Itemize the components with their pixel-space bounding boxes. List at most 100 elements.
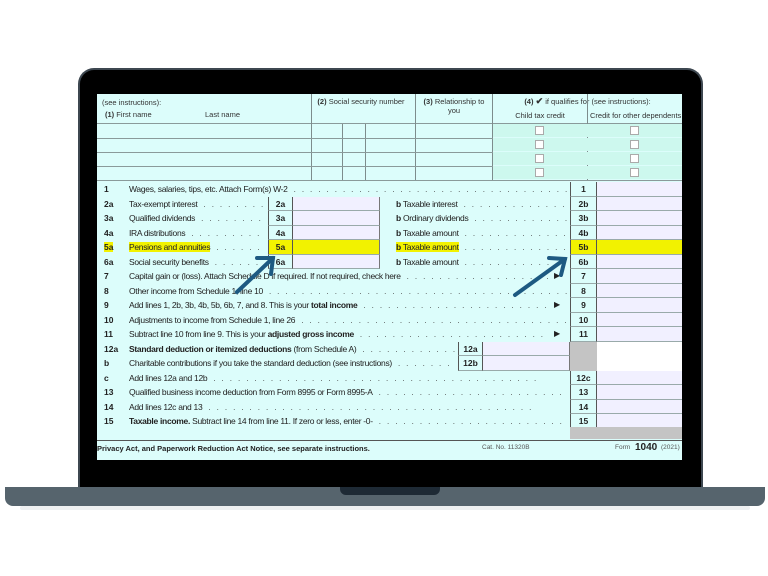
leader-dots: ........................................	[463, 199, 567, 209]
line-label-text: Add lines 1, 2b, 3b, 4b, 5b, 6b, 7, and …	[129, 300, 358, 310]
line-label: b Ordinary dividends....................…	[396, 213, 567, 223]
form-footer: Privacy Act, and Paperwork Reduction Act…	[97, 440, 682, 456]
line-label-bold: Taxable income.	[129, 416, 191, 426]
amount-input-10[interactable]	[597, 312, 682, 327]
amount-input-2b[interactable]	[597, 196, 682, 211]
leader-dots: ........................................	[301, 315, 567, 325]
line-code-box: 11	[570, 327, 597, 342]
gray-bar	[570, 427, 682, 439]
amount-input-1[interactable]	[597, 182, 682, 197]
line-label-text: Pensions and annuities	[129, 242, 211, 252]
column-divider	[415, 94, 416, 180]
line-number: 2a	[104, 198, 114, 209]
gray-block	[570, 356, 597, 371]
amount-input-4b[interactable]	[597, 225, 682, 240]
credit-other-checkbox[interactable]	[630, 168, 639, 177]
b-label-text: Taxable amount	[402, 242, 459, 252]
b-label-text: Ordinary dividends	[402, 213, 469, 223]
amount-input-4a[interactable]	[293, 225, 380, 240]
credit-other-checkbox[interactable]	[630, 126, 639, 135]
line-label: b Taxable amount........................…	[396, 242, 567, 252]
line-label: Wages, salaries, tips, etc. Attach Form(…	[129, 184, 567, 194]
line-code-box: 7	[570, 269, 597, 284]
privacy-notice: Privacy Act, and Paperwork Reduction Act…	[97, 444, 370, 453]
amount-input-6a[interactable]	[293, 254, 380, 269]
amount-input-13[interactable]	[597, 385, 682, 400]
child-tax-credit-checkbox[interactable]	[535, 154, 544, 163]
line-label-main: Subtract line 14 from line 11. If zero o…	[190, 416, 373, 426]
line-label-text: Subtract line 10 from line 9. This is yo…	[129, 329, 354, 339]
income-line-9: 9 Add lines 1, 2b, 3b, 4b, 5b, 6b, 7, and…	[97, 298, 682, 313]
amount-input-2a[interactable]	[293, 196, 380, 211]
amount-input-5a[interactable]	[293, 240, 380, 255]
col2-label: Social security number	[328, 97, 405, 106]
income-line-8: 8 Other income from Schedule 1, line 10..…	[97, 283, 682, 298]
amount-input-12a[interactable]	[483, 341, 570, 356]
last-name-header: Last name	[205, 110, 241, 119]
col1-num: (1)	[105, 110, 115, 119]
leader-dots: ........................................	[464, 257, 567, 267]
line-label-main: Tax-exempt interest	[129, 198, 198, 209]
line-label-text: Add lines 12c and 13	[129, 402, 203, 412]
column-divider	[587, 94, 588, 180]
amount-input-6b[interactable]	[597, 254, 682, 269]
child-tax-credit-checkbox[interactable]	[535, 168, 544, 177]
line-number: 11	[104, 329, 113, 339]
line-label-bold: Standard deduction or itemized deduction…	[129, 343, 292, 354]
line-number: 14	[104, 401, 114, 412]
amount-input-14[interactable]	[597, 399, 682, 414]
line-label-main: Add lines 12a and 12b	[129, 372, 208, 383]
line-label-text: b Taxable amount	[396, 228, 459, 238]
line-label: Qualified business income deduction from…	[129, 387, 567, 397]
line-label: b Taxable interest......................…	[396, 199, 567, 209]
amount-input-3b[interactable]	[597, 211, 682, 226]
amount-input-11[interactable]	[597, 327, 682, 342]
line-label: Capital gain or (loss). Attach Schedule …	[129, 271, 549, 281]
header-divider	[97, 123, 682, 124]
leader-dots: ........................................	[362, 344, 455, 354]
line-label-text: Standard deduction or itemized deduction…	[129, 343, 357, 354]
b-label-text: Taxable interest	[402, 198, 458, 209]
line-label-text: b Taxable amount	[396, 257, 459, 267]
line-label: Add lines 12a and 12b...................…	[129, 373, 567, 383]
amount-input-8[interactable]	[597, 283, 682, 298]
line-number: c	[104, 372, 109, 383]
amount-input-9[interactable]	[597, 298, 682, 313]
blank-area	[597, 356, 682, 371]
leader-dots: ........................................	[268, 286, 567, 296]
child-tax-credit-checkbox[interactable]	[535, 140, 544, 149]
amount-input-3a[interactable]	[293, 211, 380, 226]
child-tax-credit-checkbox[interactable]	[535, 126, 544, 135]
amount-input-12c[interactable]	[597, 370, 682, 385]
line-label: b Taxable amount........................…	[396, 257, 567, 267]
line-number: 4a	[104, 227, 114, 238]
line-label-text: Taxable income. Subtract line 14 from li…	[129, 416, 373, 426]
line-label-text: b Taxable interest	[396, 199, 458, 209]
line-label: Standard deduction or itemized deduction…	[129, 344, 455, 354]
line-code-box: 10	[570, 312, 597, 327]
line-number: b	[104, 358, 110, 368]
line-label-main: (from Schedule A)	[291, 343, 357, 354]
line-label-main: Pensions and annuities	[129, 242, 211, 252]
line-code-box: 5a	[268, 240, 293, 255]
line-label: Adjustments to income from Schedule 1, l…	[129, 315, 567, 325]
see-instructions: (see instructions):	[102, 98, 162, 107]
amount-input-12b[interactable]	[483, 356, 570, 371]
line-label-main: Charitable contributions if you take the…	[129, 358, 392, 368]
line-label-text: Adjustments to income from Schedule 1, l…	[129, 315, 296, 325]
b-label-text: Taxable amount	[402, 227, 459, 238]
line-label-text: Add lines 12a and 12b	[129, 372, 208, 383]
amount-input-7[interactable]	[597, 269, 682, 284]
line-label-main: Qualified business income deduction from…	[129, 387, 373, 397]
line-label-text: Social security benefits	[129, 257, 209, 267]
line-code-box: 4b	[570, 225, 597, 240]
credit-other-checkbox[interactable]	[630, 154, 639, 163]
laptop-notch	[340, 487, 440, 495]
amount-input-5b[interactable]	[597, 240, 682, 255]
line-code-box: 3a	[268, 211, 293, 226]
line-label: Social security benefits................…	[129, 257, 265, 267]
income-line-6a: 6a Social security benefits..............…	[97, 254, 682, 269]
leader-dots: ........................................	[464, 243, 567, 252]
credit-other-checkbox[interactable]	[630, 140, 639, 149]
arrow-icon-right	[513, 256, 568, 297]
